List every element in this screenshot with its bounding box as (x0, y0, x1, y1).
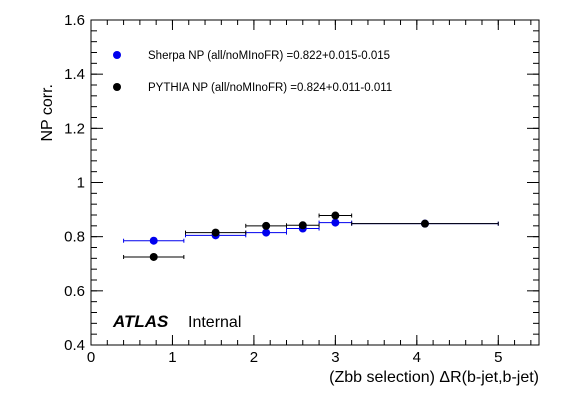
atlas-label: ATLAS (112, 312, 169, 331)
x-tick-label: 3 (331, 349, 339, 366)
data-point (331, 218, 340, 227)
y-tick-label: 1.6 (64, 12, 85, 29)
y-tick-label: 0.8 (64, 229, 85, 246)
data-point (420, 219, 429, 228)
y-tick-label: 1.2 (64, 120, 85, 137)
y-tick-label: 0.6 (64, 283, 85, 300)
x-tick-label: 4 (413, 349, 421, 366)
y-tick-label: 0.4 (64, 337, 85, 354)
series-pythia (123, 211, 499, 261)
x-tick-label: 2 (250, 349, 258, 366)
y-axis-label: NP corr. (39, 84, 56, 142)
axis-ticks (90, 19, 539, 346)
legend-entry-label: Sherpa NP (all/noMInoFR) =0.822+0.015-0.… (148, 50, 390, 62)
data-point (149, 252, 158, 261)
data-point (211, 228, 220, 237)
internal-label: Internal (188, 314, 241, 331)
legend-marker (113, 83, 121, 91)
legend-marker (113, 51, 121, 59)
data-point (298, 221, 307, 230)
plot-frame (90, 19, 540, 346)
data-point (262, 221, 271, 230)
data-point (149, 236, 158, 245)
legend: Sherpa NP (all/noMInoFR) =0.822+0.015-0.… (113, 50, 392, 94)
x-axis-label: (Zbb selection) ΔR(b-jet,b-jet) (329, 369, 539, 386)
data-point (331, 211, 340, 220)
x-tick-label: 1 (168, 349, 176, 366)
series-layer (123, 211, 499, 261)
axis-tick-labels: 0 1 2 3 4 5 0.4 0.6 0.8 1 1.2 1.4 1.6 (64, 12, 502, 366)
series-sherpa (123, 218, 499, 245)
legend-entry-label: PYTHIA NP (all/noMInoFR) =0.824+0.011-0.… (148, 82, 392, 94)
y-tick-label: 1.4 (64, 66, 85, 83)
data-point (262, 228, 271, 237)
y-tick-label: 1 (77, 175, 85, 192)
x-tick-label: 0 (87, 349, 95, 366)
x-tick-label: 5 (494, 349, 502, 366)
